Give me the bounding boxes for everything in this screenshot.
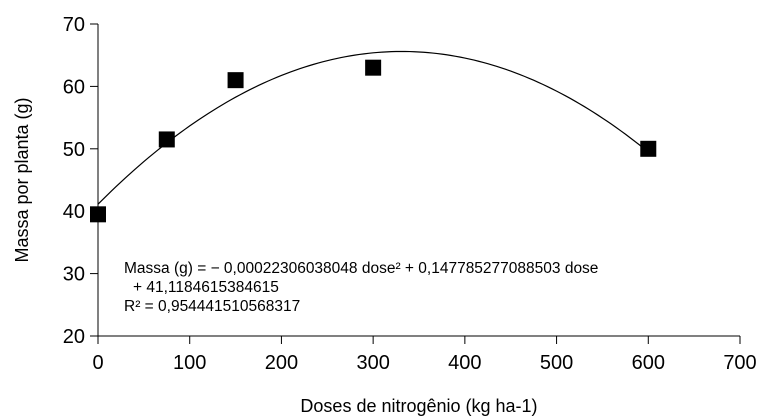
y-tick-label: 40 (63, 201, 85, 223)
y-tick-label: 70 (63, 14, 85, 36)
x-ticks: 0 100 200 300 400 500 600 700 (92, 336, 757, 374)
y-tick-label: 60 (63, 76, 85, 98)
x-tick-label: 100 (173, 352, 206, 374)
data-point (158, 131, 175, 148)
y-ticks: 20 30 40 50 60 70 (63, 14, 98, 348)
data-point (365, 59, 382, 76)
data-points (90, 59, 657, 223)
r-squared-label: R² = 0,954441510568317 (124, 298, 300, 315)
equation-line-2: + 41,1184615384615 (133, 279, 279, 296)
data-point (640, 140, 657, 157)
y-tick-label: 50 (63, 139, 85, 161)
x-tick-label: 500 (540, 352, 573, 374)
x-tick-label: 700 (723, 352, 756, 374)
x-tick-label: 300 (356, 352, 389, 374)
x-tick-label: 600 (632, 352, 665, 374)
y-tick-label: 30 (63, 264, 85, 286)
x-tick-label: 0 (92, 352, 103, 374)
y-tick-label: 20 (63, 326, 85, 348)
x-tick-label: 400 (448, 352, 481, 374)
data-point (227, 72, 244, 89)
trendline (97, 50, 649, 205)
y-axis-title: Massa por planta (g) (12, 97, 32, 262)
axes (97, 24, 740, 337)
equation-line-1: Massa (g) = − 0,00022306038048 dose² + 0… (124, 260, 598, 277)
x-tick-label: 200 (265, 352, 298, 374)
data-point (90, 206, 106, 223)
x-axis-title: Doses de nitrogênio (kg ha-1) (300, 396, 537, 416)
